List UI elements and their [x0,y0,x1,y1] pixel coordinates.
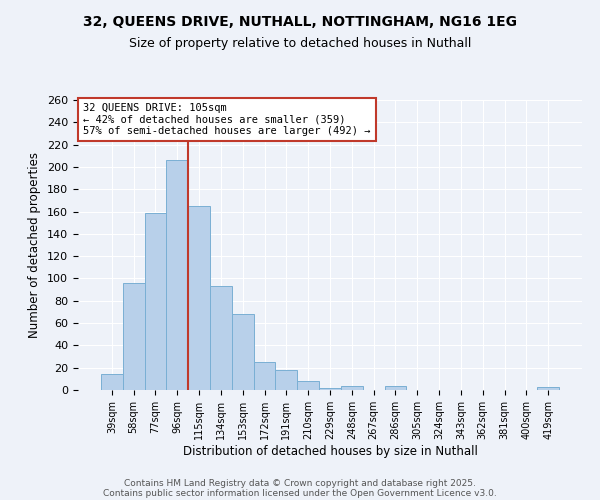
Text: 32 QUEENS DRIVE: 105sqm
← 42% of detached houses are smaller (359)
57% of semi-d: 32 QUEENS DRIVE: 105sqm ← 42% of detache… [83,103,371,136]
Bar [385,386,406,390]
Bar [188,206,210,390]
Bar [123,283,145,390]
Text: Contains public sector information licensed under the Open Government Licence v3: Contains public sector information licen… [103,488,497,498]
Bar [297,381,319,390]
X-axis label: Distribution of detached houses by size in Nuthall: Distribution of detached houses by size … [182,444,478,458]
Bar [210,286,232,390]
Bar [319,388,341,390]
Bar [145,212,166,390]
Y-axis label: Number of detached properties: Number of detached properties [28,152,41,338]
Text: 32, QUEENS DRIVE, NUTHALL, NOTTINGHAM, NG16 1EG: 32, QUEENS DRIVE, NUTHALL, NOTTINGHAM, N… [83,15,517,29]
Bar [275,370,297,390]
Bar [341,386,363,390]
Bar [254,362,275,390]
Text: Size of property relative to detached houses in Nuthall: Size of property relative to detached ho… [129,38,471,51]
Bar [166,160,188,390]
Bar [101,374,123,390]
Text: Contains HM Land Registry data © Crown copyright and database right 2025.: Contains HM Land Registry data © Crown c… [124,478,476,488]
Bar [232,314,254,390]
Bar [537,386,559,390]
